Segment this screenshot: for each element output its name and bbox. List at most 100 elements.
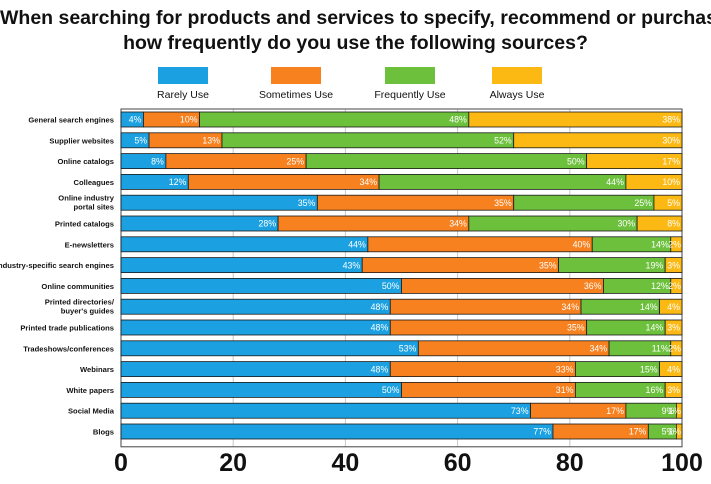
legend-item-sometimes-use: Sometimes Use bbox=[231, 67, 361, 101]
category-label-supplier-websites: Supplier websites bbox=[49, 136, 114, 145]
chart-title-line-2: how frequently do you use the following … bbox=[123, 32, 588, 54]
data-label-always-use-white-papers: 3% bbox=[667, 385, 680, 395]
data-label-frequently-use-online-communities: 12% bbox=[651, 281, 669, 291]
data-label-sometimes-use-printed-trade-publications: 35% bbox=[567, 323, 585, 333]
data-label-sometimes-use-supplier-websites: 13% bbox=[202, 136, 220, 146]
bar-rarely-use-printed-trade-publications bbox=[120, 319, 391, 336]
bar-row-white-papers: 50% 31% 16% 3% bbox=[120, 381, 683, 398]
category-labels: General search engines Supplier websites O… bbox=[0, 116, 115, 437]
data-label-frequently-use-webinars: 15% bbox=[640, 364, 658, 374]
bars: 4% 10% 48% 38%5% 13% 52% 30%8% 25% 50% 17%12% 34% 4… bbox=[120, 111, 683, 440]
data-label-frequently-use-printed-trade-publications: 14% bbox=[646, 323, 664, 333]
bar-sometimes-use-online-catalogs bbox=[165, 153, 307, 170]
bar-row-online-catalogs: 8% 25% 50% 17% bbox=[120, 153, 683, 170]
legend-label-frequently-use: Frequently Use bbox=[374, 89, 446, 101]
data-label-rarely-use-printed-catalogs: 28% bbox=[258, 219, 276, 229]
bar-row-printed-catalogs: 28% 34% 30% 8% bbox=[120, 215, 683, 232]
x-tick-label-40: 40 bbox=[331, 449, 359, 477]
bar-row-blogs: 77% 17% 5%1% bbox=[120, 423, 683, 440]
data-label-rarely-use-e-newsletters: 44% bbox=[348, 240, 366, 250]
data-label-sometimes-use-printed-directories-buyer-s-guides: 34% bbox=[561, 302, 579, 312]
x-tick-label-20: 20 bbox=[219, 449, 247, 477]
bar-always-use-online-industry-portal-sites bbox=[653, 194, 683, 211]
legend-swatch-sometimes-use bbox=[271, 67, 321, 84]
bar-row-online-industry-portal-sites: 35% 35% 25% 5% bbox=[120, 194, 683, 211]
bar-always-use-printed-catalogs bbox=[636, 215, 683, 232]
category-label-printed-catalogs: Printed catalogs bbox=[55, 220, 114, 229]
legend-swatch-frequently-use bbox=[385, 67, 435, 84]
chart-title: When searching for products and services… bbox=[0, 6, 711, 56]
bar-always-use-printed-directories-buyer-s-guides bbox=[659, 298, 683, 315]
data-label-sometimes-use-social-media: 17% bbox=[606, 406, 624, 416]
data-label-always-use-supplier-websites: 30% bbox=[662, 136, 680, 146]
data-label-frequently-use-printed-catalogs: 30% bbox=[618, 219, 636, 229]
data-label-frequently-use-industry-specific-search-engines: 19% bbox=[646, 260, 664, 270]
data-label-frequently-use-general-search-engines: 48% bbox=[449, 115, 467, 125]
data-label-frequently-use-printed-directories-buyer-s-guides: 14% bbox=[640, 302, 658, 312]
plot-frame bbox=[120, 108, 683, 448]
bar-always-use-online-communities bbox=[670, 277, 683, 294]
data-label-always-use-printed-catalogs: 8% bbox=[667, 219, 680, 229]
bar-always-use-white-papers bbox=[664, 381, 683, 398]
bar-row-tradeshows-conferences: 53% 34% 11% 2% bbox=[120, 340, 683, 357]
data-label-frequently-use-e-newsletters: 14% bbox=[651, 240, 669, 250]
x-tick-label-0: 0 bbox=[114, 449, 128, 477]
bar-row-social-media: 73% 17% 9%1% bbox=[120, 402, 683, 419]
bar-sometimes-use-printed-trade-publications bbox=[389, 319, 588, 336]
data-label-sometimes-use-webinars: 33% bbox=[556, 364, 574, 374]
category-label-online-communities: Online communities bbox=[41, 282, 114, 291]
data-label-rarely-use-social-media: 73% bbox=[511, 406, 529, 416]
legend-label-always-use: Always Use bbox=[489, 89, 545, 101]
data-label-sometimes-use-e-newsletters: 40% bbox=[573, 240, 591, 250]
bar-sometimes-use-online-communities bbox=[401, 277, 604, 294]
legend: Rarely Use Sometimes Use Frequently Use … bbox=[0, 0, 711, 110]
x-tick-label-100: 100 bbox=[661, 449, 703, 477]
category-label-printed-trade-publications: Printed trade publications bbox=[20, 324, 114, 333]
bar-row-general-search-engines: 4% 10% 48% 38% bbox=[120, 111, 683, 128]
data-label-always-use-printed-trade-publications: 3% bbox=[667, 323, 680, 333]
legend-swatch-always-use bbox=[492, 67, 542, 84]
bar-row-e-newsletters: 44% 40% 14% 2% bbox=[120, 236, 683, 253]
category-label-printed-directories-buyer-s-guides-line-2: buyer's guides bbox=[61, 307, 114, 316]
bar-rarely-use-printed-directories-buyer-s-guides bbox=[120, 298, 391, 315]
bar-sometimes-use-white-papers bbox=[401, 381, 576, 398]
category-label-online-industry-portal-sites-line-2: portal sites bbox=[73, 203, 114, 212]
bar-always-use-webinars bbox=[659, 361, 683, 378]
data-label-always-use-industry-specific-search-engines: 3% bbox=[667, 260, 680, 270]
data-label-rarely-use-tradeshows-conferences: 53% bbox=[399, 344, 417, 354]
legend-label-sometimes-use: Sometimes Use bbox=[258, 89, 334, 101]
bar-row-printed-trade-publications: 48% 35% 14% 3% bbox=[120, 319, 683, 336]
data-label-always-use-e-newsletters: 2% bbox=[668, 240, 681, 250]
bar-always-use-blogs bbox=[675, 423, 683, 440]
data-label-sometimes-use-online-industry-portal-sites: 35% bbox=[494, 198, 512, 208]
category-label-general-search-engines: General search engines bbox=[28, 116, 114, 125]
data-label-rarely-use-online-catalogs: 8% bbox=[151, 156, 164, 166]
legend-swatch-rarely-use bbox=[158, 67, 208, 84]
data-label-sometimes-use-blogs: 17% bbox=[629, 427, 647, 437]
category-label-colleagues: Colleagues bbox=[73, 178, 114, 187]
bar-row-webinars: 48% 33% 15% 4% bbox=[120, 361, 683, 378]
data-label-sometimes-use-tradeshows-conferences: 34% bbox=[589, 344, 607, 354]
bar-frequently-use-colleagues bbox=[378, 173, 627, 190]
data-label-sometimes-use-printed-catalogs: 34% bbox=[449, 219, 467, 229]
data-label-always-use-social-media: 1% bbox=[668, 406, 681, 416]
bar-sometimes-use-webinars bbox=[389, 361, 576, 378]
bar-rarely-use-tradeshows-conferences bbox=[120, 340, 419, 357]
bar-always-use-online-catalogs bbox=[586, 153, 683, 170]
bar-rarely-use-online-communities bbox=[120, 277, 402, 294]
bar-frequently-use-general-search-engines bbox=[199, 111, 470, 128]
data-label-rarely-use-white-papers: 50% bbox=[382, 385, 400, 395]
bar-sometimes-use-printed-catalogs bbox=[277, 215, 470, 232]
data-label-sometimes-use-white-papers: 31% bbox=[556, 385, 574, 395]
data-label-frequently-use-white-papers: 16% bbox=[646, 385, 664, 395]
data-label-frequently-use-online-catalogs: 50% bbox=[567, 156, 585, 166]
bar-frequently-use-printed-catalogs bbox=[468, 215, 638, 232]
category-label-tradeshows-conferences: Tradeshows/conferences bbox=[23, 344, 114, 353]
bar-row-printed-directories-buyer-s-guides: 48% 34% 14% 4% bbox=[120, 298, 683, 315]
legend-label-rarely-use: Rarely Use bbox=[157, 89, 209, 101]
data-label-always-use-tradeshows-conferences: 2% bbox=[668, 344, 681, 354]
data-label-rarely-use-blogs: 77% bbox=[533, 427, 551, 437]
bar-always-use-printed-trade-publications bbox=[664, 319, 683, 336]
data-label-always-use-general-search-engines: 38% bbox=[662, 115, 680, 125]
